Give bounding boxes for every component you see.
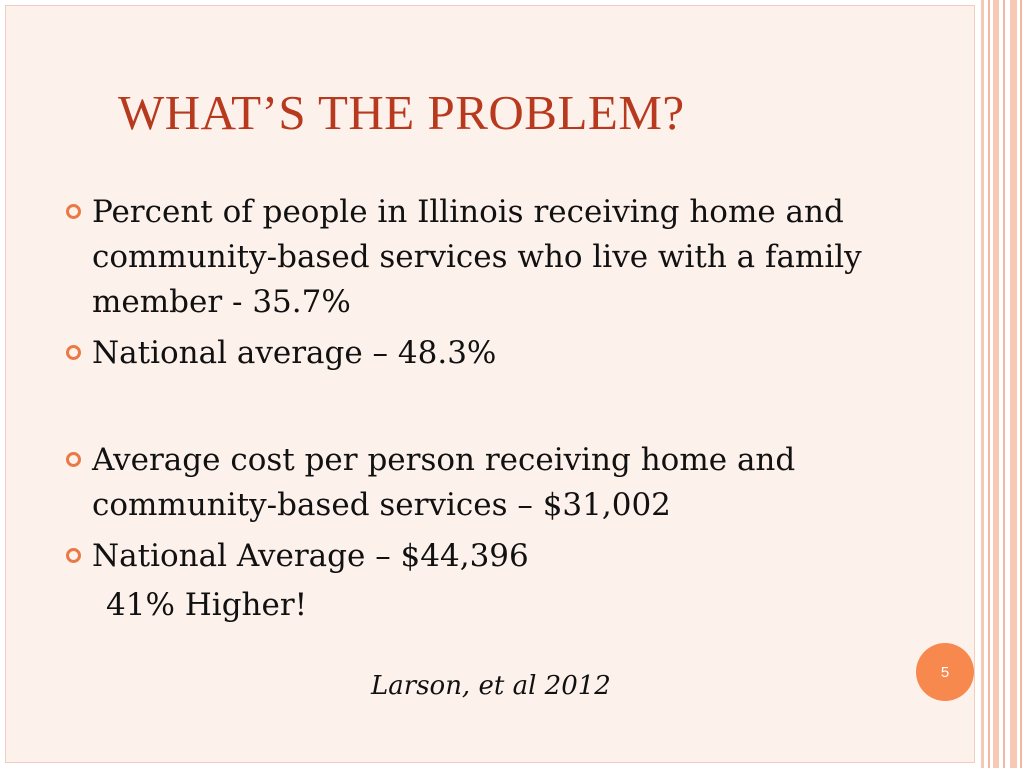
bullet-text: Average cost per person receiving home a… [92, 442, 796, 523]
spacer [62, 376, 902, 438]
slide-frame [5, 5, 975, 763]
decorative-stripe [1010, 0, 1017, 768]
bullet-text: National Average – $44,396 [92, 538, 529, 574]
decorative-stripe [981, 0, 984, 768]
bullet-icon [66, 548, 81, 563]
bullet-item: Percent of people in Illinois receiving … [62, 190, 902, 325]
decorative-stripe [1020, 0, 1022, 768]
slide-title: WHAT’S THE PROBLEM? [118, 85, 685, 140]
page-number-badge: 5 [916, 643, 974, 701]
bullet-text: Percent of people in Illinois receiving … [92, 194, 862, 320]
page-number: 5 [940, 663, 950, 681]
bullet-text: National average – 48.3% [92, 335, 497, 371]
bullet-icon [66, 452, 81, 467]
decorative-stripe [1003, 0, 1005, 768]
bullet-item: National average – 48.3% [62, 331, 902, 376]
bullet-icon [66, 345, 81, 360]
citation: Larson, et al 2012 [371, 671, 611, 701]
decorative-stripe [993, 0, 999, 768]
bullet-item: National Average – $44,396 [62, 534, 902, 579]
bullet-icon [66, 204, 81, 219]
decorative-stripe [988, 0, 990, 768]
bullet-list: Percent of people in Illinois receiving … [62, 190, 902, 659]
emphasis-text: 41% Higher! [106, 587, 308, 623]
bullet-item: Average cost per person receiving home a… [62, 438, 902, 528]
